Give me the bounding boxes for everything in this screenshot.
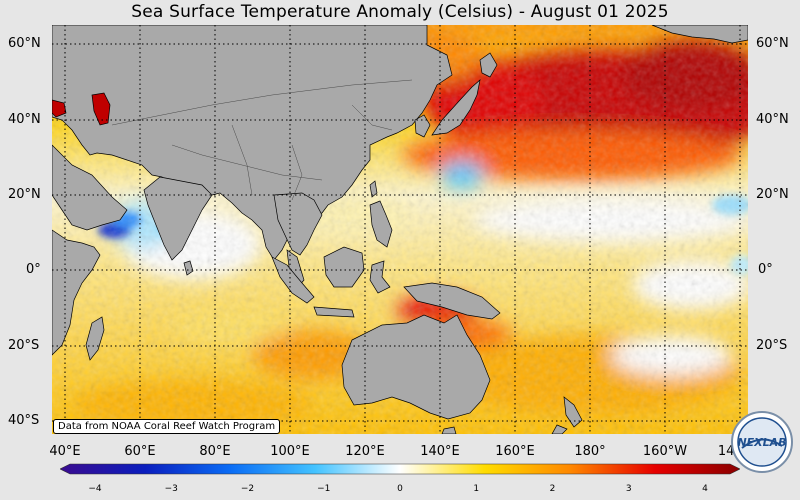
lon-label-180: 180° [574, 444, 606, 459]
lat-label-left-20s: 20°S [8, 338, 40, 353]
colorbar-tick-label: 1 [473, 484, 480, 494]
data-source-credit: Data from NOAA Coral Reef Watch Program [53, 419, 281, 434]
logo-text: NEXLAB [737, 436, 786, 449]
lon-label-40e: 40°E [49, 444, 81, 459]
arabia-landmass [52, 144, 128, 231]
philippines-landmass [369, 200, 393, 248]
lon-label-100e: 100°E [270, 444, 310, 459]
colorbar-tick-label: 3 [625, 484, 632, 494]
graticule [52, 25, 748, 434]
map-title: Sea Surface Temperature Anomaly (Celsius… [131, 2, 669, 22]
colorbar-tick-label: 0 [397, 484, 403, 494]
africa-landmass [52, 229, 101, 356]
colorbar-tick-label: −2 [240, 484, 255, 494]
north-america-landmass [651, 25, 748, 44]
lon-label-160w: 160°W [642, 444, 688, 459]
colorbar-tick-label: −4 [88, 484, 102, 494]
australia-landmass [341, 314, 491, 420]
lat-label-left-40s: 40°S [8, 413, 40, 428]
colorbar-tick-label: 4 [702, 484, 708, 494]
lon-label-160e: 160°E [495, 444, 535, 459]
lat-label-left-40n: 40°N [8, 112, 41, 127]
india-landmass [143, 176, 213, 261]
borders-layer [111, 79, 413, 201]
lat-label-left-20n: 20°N [8, 187, 41, 202]
map-canvas [52, 25, 748, 434]
colorbar [60, 463, 740, 475]
lat-label-right-40n: 40°N [756, 112, 789, 127]
borneo-landmass [323, 246, 365, 288]
lat-label-right-20s: 20°S [756, 338, 788, 353]
lon-label-140e: 140°E [420, 444, 460, 459]
longitude-axis: 40°E 60°E 80°E 100°E 120°E 140°E 160°E 1… [0, 438, 738, 462]
lat-label-right-60n: 60°N [756, 36, 789, 51]
land-layer [52, 25, 748, 434]
lon-label-60e: 60°E [124, 444, 156, 459]
nexlab-logo: NEXLAB [731, 411, 793, 473]
lon-label-80e: 80°E [199, 444, 231, 459]
new-guinea-landmass [403, 282, 501, 320]
lat-label-right-0: 0° [758, 262, 773, 277]
colorbar-tick-label: −3 [164, 484, 178, 494]
new-zealand-landmass [563, 396, 583, 428]
madagascar-landmass [85, 316, 105, 361]
lat-label-right-20n: 20°N [756, 187, 789, 202]
lat-label-left-60n: 60°N [8, 36, 41, 51]
indochina-landmass [273, 192, 323, 256]
lat-label-left-0: 0° [26, 262, 41, 277]
colorbar-tick-label: 2 [549, 484, 556, 494]
sst-anomaly-map[interactable] [52, 25, 748, 434]
lon-label-120e: 120°E [345, 444, 385, 459]
colorbar-tick-label: −1 [317, 484, 331, 494]
